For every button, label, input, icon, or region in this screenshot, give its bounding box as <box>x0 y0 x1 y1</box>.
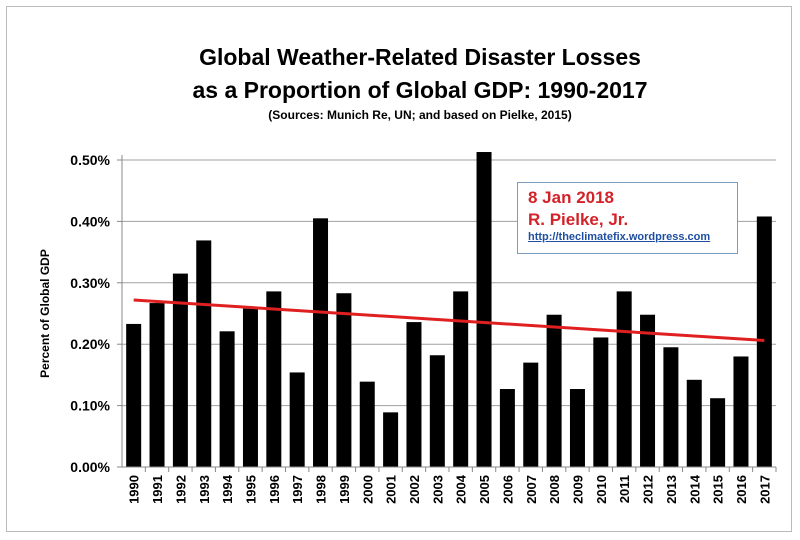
bar-2014 <box>686 379 702 467</box>
bar-1991 <box>149 303 165 467</box>
x-tick-label: 2010 <box>594 475 609 504</box>
x-tick-label: 2016 <box>734 475 749 504</box>
x-tick-label: 2001 <box>384 475 399 504</box>
y-tick-label: 0.20% <box>70 336 110 352</box>
y-tick-label: 0.30% <box>70 275 110 291</box>
bar-2004 <box>453 291 469 467</box>
bar-2015 <box>710 398 726 467</box>
x-tick-label: 2002 <box>407 475 422 504</box>
bar-1996 <box>266 291 282 467</box>
bar-2003 <box>429 355 445 467</box>
x-tick-label: 2003 <box>430 475 445 504</box>
bar-2007 <box>523 362 539 467</box>
annotation-url-link[interactable]: http://theclimatefix.wordpress.com <box>528 231 711 243</box>
x-tick-label: 2008 <box>547 475 562 504</box>
bar-2017 <box>756 216 772 467</box>
bar-2010 <box>593 337 609 467</box>
x-tick-label: 1995 <box>243 475 258 504</box>
x-tick-label: 1994 <box>220 474 235 504</box>
x-tick-label: 2014 <box>687 474 702 504</box>
bar-2008 <box>546 314 562 467</box>
chart-subtitle: (Sources: Munich Re, UN; and based on Pi… <box>268 108 572 122</box>
trendline <box>133 298 765 343</box>
x-tick-label: 1993 <box>197 475 212 504</box>
x-tick-label: 2013 <box>664 475 679 504</box>
chart-title: Global Weather-Related Disaster Losses <box>199 44 641 70</box>
chart-frame <box>6 6 792 532</box>
x-tick-label: 2015 <box>711 475 726 504</box>
x-tick-label: 2009 <box>570 475 585 504</box>
x-tick-label: 2004 <box>454 474 469 504</box>
x-tick-label: 1992 <box>173 475 188 504</box>
y-tick-label: 0.40% <box>70 213 110 229</box>
bar-1995 <box>242 308 258 467</box>
bar-2012 <box>640 314 656 467</box>
bar-1993 <box>196 240 212 467</box>
x-tick-label: 2006 <box>500 475 515 504</box>
bar-2009 <box>569 389 585 467</box>
bar-1999 <box>336 293 352 467</box>
bar-2001 <box>383 412 399 467</box>
bar-1990 <box>126 323 142 467</box>
x-tick-label: 2017 <box>757 475 772 504</box>
bar-2011 <box>616 291 632 467</box>
annotation-date: 8 Jan 2018 <box>528 188 615 207</box>
x-tick-label: 2000 <box>360 475 375 504</box>
bar-1998 <box>313 218 329 467</box>
y-axis-label: Percent of Global GDP <box>38 249 52 378</box>
x-tick-label: 1991 <box>150 475 165 504</box>
x-tick-label: 1996 <box>267 475 282 504</box>
bar-2013 <box>663 347 679 467</box>
x-tick-label: 2012 <box>641 475 656 504</box>
x-tick-label: 2007 <box>524 475 539 504</box>
bar-1994 <box>219 331 235 467</box>
bar-2000 <box>359 381 375 467</box>
x-tick-label: 1998 <box>314 475 329 504</box>
bar-1992 <box>172 273 188 467</box>
x-tick-label: 1990 <box>127 475 142 504</box>
y-tick-label: 0.10% <box>70 398 110 414</box>
annotation-box: 8 Jan 2018 R. Pielke, Jr. http://theclim… <box>517 182 738 254</box>
y-tick-label: 0.50% <box>70 152 110 168</box>
x-tick-label: 2005 <box>477 475 492 504</box>
y-tick-label: 0.00% <box>70 459 110 475</box>
x-tick-label: 1997 <box>290 475 305 504</box>
annotation-author: R. Pielke, Jr. <box>528 210 629 229</box>
x-tick-label: 2011 <box>617 475 632 503</box>
bar-2006 <box>499 389 515 467</box>
x-tick-label: 1999 <box>337 475 352 504</box>
chart-title-line2: as a Proportion of Global GDP: 1990-2017 <box>192 77 648 103</box>
bar-1997 <box>289 372 305 467</box>
bar-2002 <box>406 322 422 467</box>
bar-2016 <box>733 356 749 467</box>
bar-2005 <box>476 152 492 467</box>
